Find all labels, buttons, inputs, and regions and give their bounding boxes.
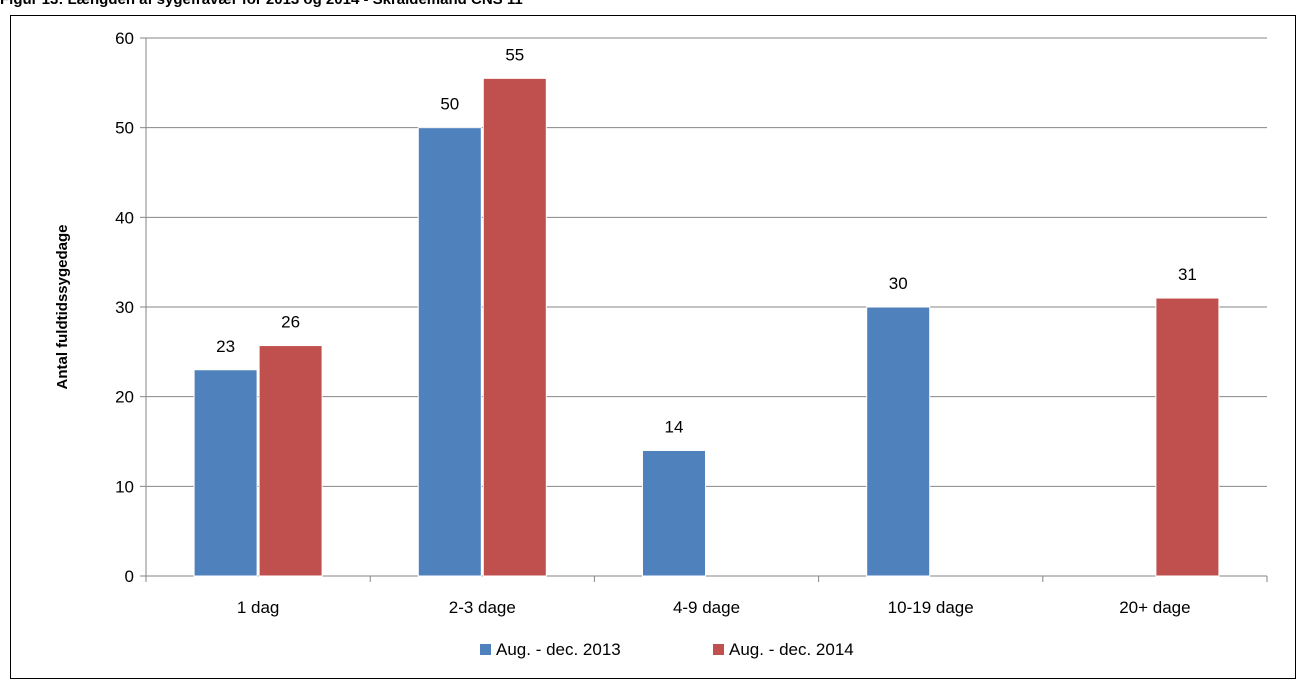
data-label: 14 (665, 417, 684, 436)
y-tick-label: 0 (125, 567, 134, 586)
bar-2013-2 (642, 449, 706, 577)
data-label: 30 (889, 274, 908, 293)
x-tick-label: 2-3 dage (449, 598, 516, 617)
data-labels: 23 50 14 30 26 55 31 (216, 45, 1197, 436)
y-tick-label: 50 (115, 119, 134, 138)
legend-label: Aug. - dec. 2013 (496, 640, 621, 659)
bars (193, 77, 1220, 577)
gridlines (146, 37, 1267, 487)
legend: Aug. - dec. 2013 Aug. - dec. 2014 (480, 640, 854, 659)
data-label: 23 (216, 337, 235, 356)
axes: 0 10 20 30 40 50 60 1 dag 2-3 dage 4-9 dage 10-19 … (115, 29, 1268, 617)
y-tick-label: 30 (115, 298, 134, 317)
bar-2014-4 (1155, 297, 1220, 577)
legend-swatch-2013 (480, 644, 491, 655)
data-label: 55 (505, 45, 524, 64)
bar-2014-0 (258, 345, 323, 577)
figure-caption: Figur 13: Længden af sygefravær for 2013… (0, 0, 523, 8)
x-tick-label: 1 dag (237, 598, 280, 617)
x-tick-label: 4-9 dage (673, 598, 740, 617)
legend-swatch-2014 (713, 644, 724, 655)
bar-2013-1 (417, 127, 482, 577)
y-axis-title: Antal fuldtidssygedage (54, 224, 71, 389)
y-tick-label: 40 (115, 208, 134, 227)
y-tick-label: 20 (115, 388, 134, 407)
y-tick-label: 10 (115, 477, 134, 496)
data-label: 26 (281, 313, 300, 332)
legend-label: Aug. - dec. 2014 (729, 640, 854, 659)
x-tick-label: 20+ dage (1119, 598, 1190, 617)
data-label: 31 (1178, 265, 1197, 284)
data-label: 50 (440, 95, 459, 114)
x-tick-label: 10-19 dage (888, 598, 974, 617)
bar-2013-0 (193, 369, 258, 577)
y-tick-label: 60 (115, 29, 134, 48)
bar-2013-3 (866, 306, 931, 577)
bar-2014-1 (482, 77, 547, 577)
